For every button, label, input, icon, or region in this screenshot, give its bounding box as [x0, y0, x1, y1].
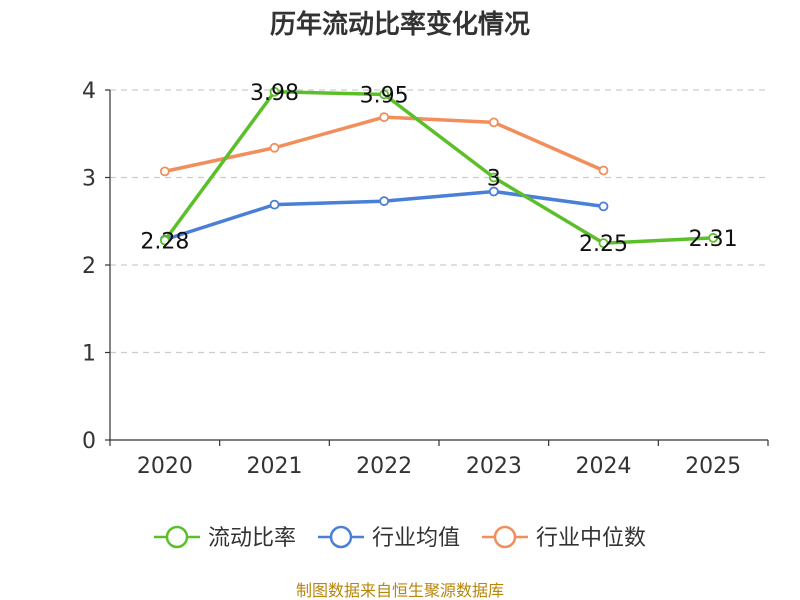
legend-marker-circle	[493, 525, 517, 549]
series-1-point	[488, 186, 499, 197]
x-tick-label: 2020	[137, 454, 193, 479]
series-line-0	[163, 90, 715, 245]
data-label: 2.28	[140, 230, 189, 255]
data-label: 3.95	[360, 83, 409, 108]
x-tick-label: 2024	[576, 454, 632, 479]
data-label: 2.31	[689, 227, 738, 252]
legend-label: 行业均值	[372, 526, 460, 551]
series-2-point	[598, 165, 609, 176]
x-tick-label: 2023	[466, 454, 522, 479]
y-tick-label: 0	[82, 429, 96, 454]
axes: 0 1 2 3 4 2020 2021 2022 2023 2024 2025	[82, 79, 769, 479]
series-0-point	[598, 238, 609, 249]
legend-item-2[interactable]: 行业中位数	[482, 525, 646, 551]
data-label: 3.98	[250, 81, 299, 106]
source-note: 制图数据来自恒生聚源数据库	[296, 581, 504, 600]
series-1-point	[269, 199, 280, 210]
series-0-point	[708, 232, 719, 243]
series-1-point	[379, 196, 390, 207]
data-label: 2.25	[579, 232, 628, 257]
legend[interactable]: 流动比率 行业均值 行业中位数	[154, 525, 646, 551]
y-tick-label: 1	[82, 342, 96, 367]
legend-item-0[interactable]: 流动比率	[154, 525, 296, 551]
legend-item-1[interactable]: 行业均值	[318, 525, 460, 551]
y-tick-label: 3	[82, 167, 96, 192]
y-tick-label: 4	[82, 79, 96, 104]
legend-label: 流动比率	[208, 526, 296, 551]
series-2-point	[488, 117, 499, 128]
y-tick-label: 2	[82, 254, 96, 279]
series-1-point	[598, 201, 609, 212]
series-0-point	[488, 172, 499, 183]
series-2-point	[269, 142, 280, 153]
series-line-2	[163, 115, 606, 174]
series-2-point	[379, 112, 390, 123]
x-tick-label: 2021	[247, 454, 303, 479]
data-labels: 2.28 3.98 3.95 3 2.25 2.31	[140, 81, 737, 257]
series-0-point	[379, 89, 390, 100]
legend-marker-circle	[165, 525, 189, 549]
grid	[110, 89, 768, 354]
series-lines	[159, 86, 719, 249]
series-0-point	[269, 86, 280, 97]
data-label: 3	[487, 167, 501, 192]
x-tick-label: 2022	[356, 454, 412, 479]
series-2-point	[159, 166, 170, 177]
series-0-point	[159, 235, 170, 246]
x-tick-label: 2025	[685, 454, 741, 479]
legend-marker-circle	[329, 525, 353, 549]
legend-label: 行业中位数	[536, 526, 646, 551]
chart-title: 历年流动比率变化情况	[270, 9, 530, 40]
